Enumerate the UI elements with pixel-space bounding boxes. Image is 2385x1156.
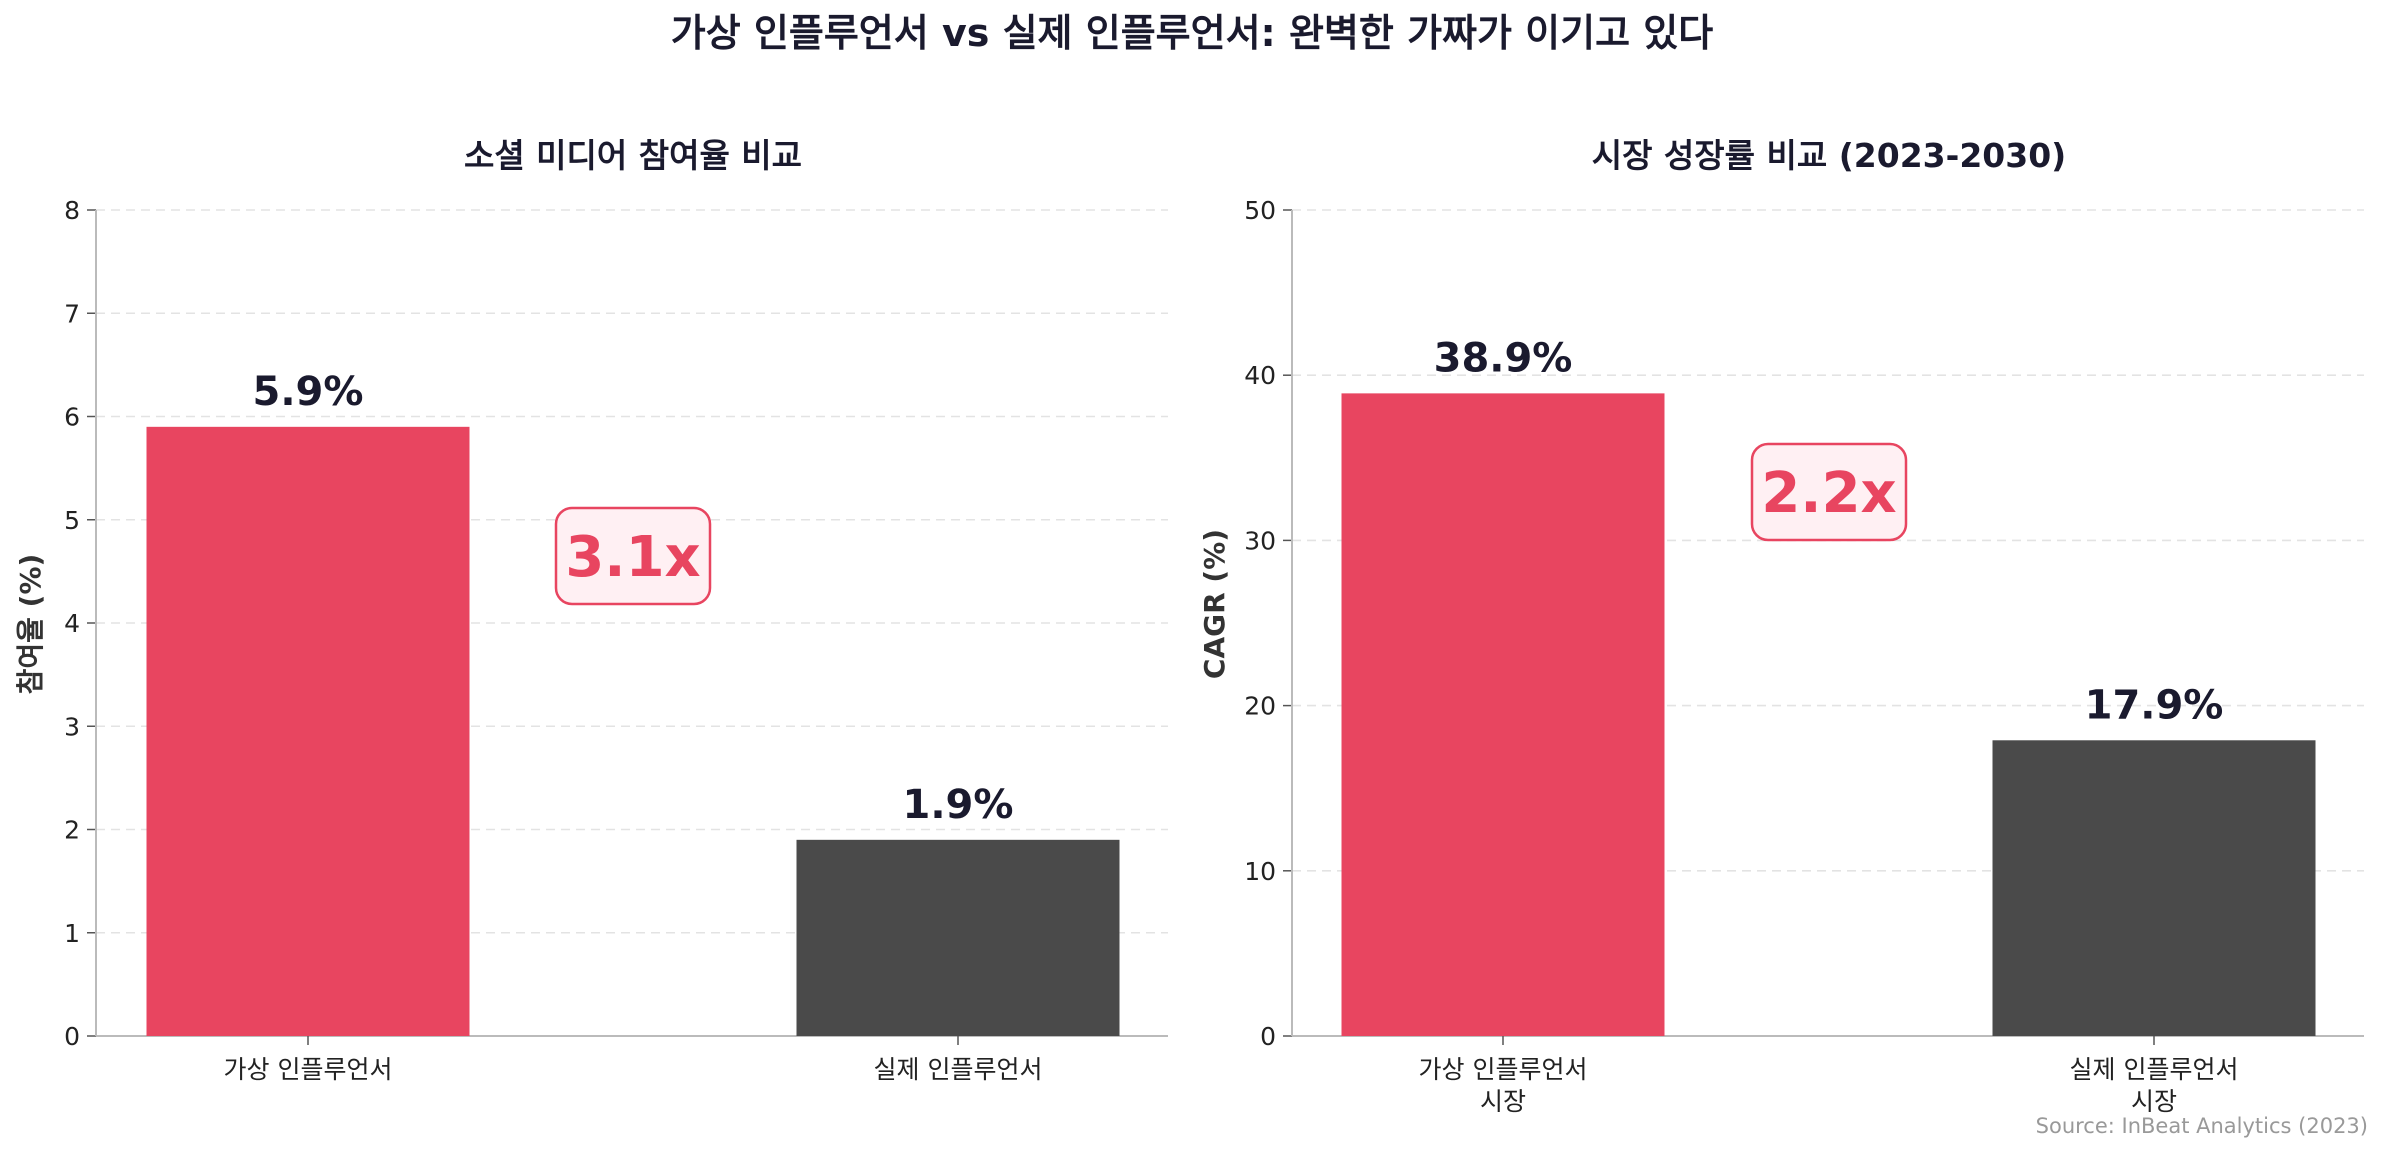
growth-ytick-label: 40 [1244, 361, 1276, 390]
growth-value-label: 17.9% [2085, 682, 2224, 728]
engagement-ytick-label: 1 [64, 919, 80, 948]
source-note: Source: InBeat Analytics (2023) [2036, 1114, 2368, 1138]
growth-chart: 시장 성장률 비교 (2023-2030) CAGR (%) 0 10 20 30 40… [1198, 136, 2364, 1116]
engagement-ytick-label: 8 [64, 196, 80, 225]
engagement-ytick-label: 0 [64, 1022, 80, 1051]
engagement-bar-virtual [146, 426, 470, 1036]
engagement-value-label: 1.9% [903, 782, 1014, 828]
engagement-ytick-label: 3 [64, 712, 80, 741]
engagement-ytick-label: 6 [64, 403, 80, 432]
growth-ratio-label: 2.2x [1761, 461, 1896, 526]
growth-category-label: 시장 [1480, 1087, 1526, 1116]
growth-value-label: 38.9% [1434, 335, 1573, 381]
growth-chart-title: 시장 성장률 비교 (2023-2030) [1592, 136, 2067, 175]
growth-bar-virtual [1341, 393, 1665, 1036]
growth-bar-real [1992, 740, 2316, 1036]
growth-category-label: 실제 인플루언서 [2070, 1055, 2239, 1084]
engagement-ytick-label: 5 [64, 506, 80, 535]
engagement-chart-title: 소셜 미디어 참여율 비교 [464, 136, 802, 175]
engagement-bar-real [796, 839, 1120, 1036]
engagement-ratio-label: 3.1x [565, 525, 700, 590]
growth-category-label: 시장 [2131, 1087, 2177, 1116]
growth-chart-ylabel: CAGR (%) [1198, 529, 1231, 679]
growth-ytick-label: 20 [1244, 692, 1276, 721]
growth-ytick-label: 50 [1244, 196, 1276, 225]
growth-ytick-label: 30 [1244, 526, 1276, 555]
growth-ytick-label: 0 [1260, 1022, 1276, 1051]
engagement-ytick-label: 2 [64, 816, 80, 845]
growth-ytick-label: 10 [1244, 857, 1276, 886]
engagement-ratio-box [554, 506, 712, 606]
engagement-value-label: 5.9% [253, 369, 364, 415]
engagement-category-label: 실제 인플루언서 [874, 1055, 1043, 1084]
growth-ratio-box [1750, 442, 1908, 542]
engagement-ytick-label: 4 [64, 609, 80, 638]
engagement-ytick-label: 7 [64, 299, 80, 328]
engagement-chart: 소셜 미디어 참여율 비교 참여율 (%) 0 1 2 3 4 5 6 7 8 5.9% 가상 인플… [14, 136, 1168, 1084]
growth-category-label: 가상 인플루언서 [1419, 1055, 1588, 1084]
figure-title: 가상 인플루언서 vs 실제 인플루언서: 완벽한 가짜가 이기고 있다 [671, 11, 1713, 55]
engagement-chart-ylabel: 참여율 (%) [14, 554, 47, 695]
engagement-category-label: 가상 인플루언서 [224, 1055, 393, 1084]
